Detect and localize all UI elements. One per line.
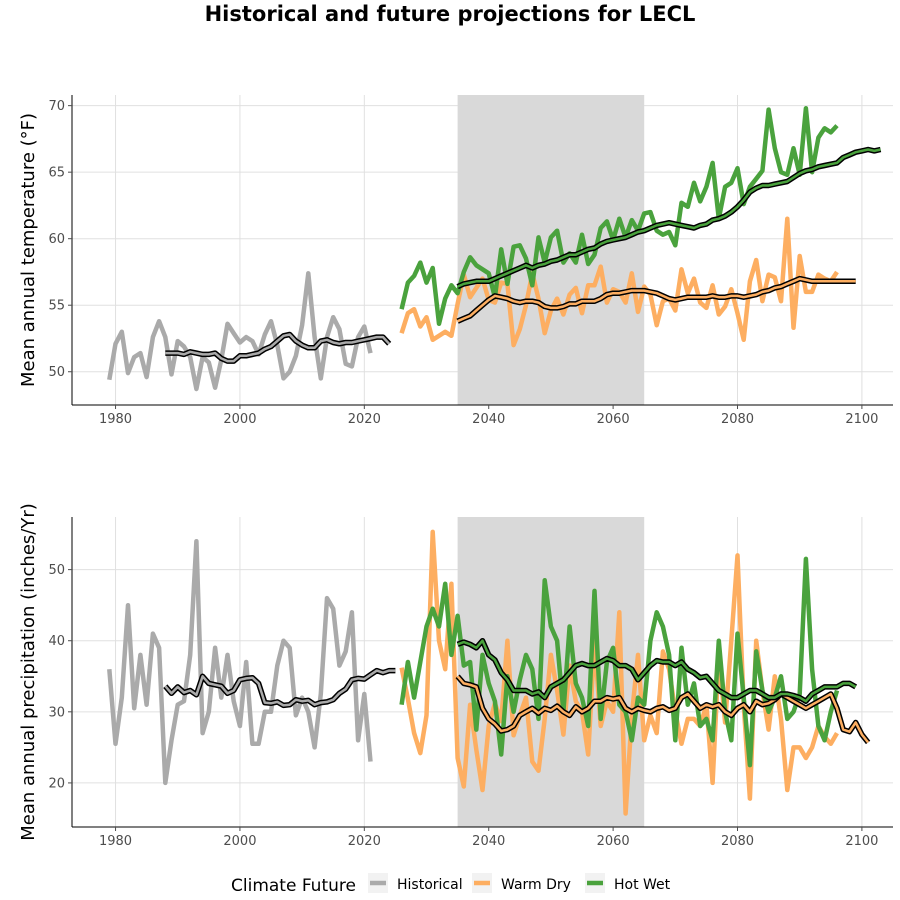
smooth-line-hot-wet-smooth <box>457 148 881 288</box>
legend: Climate Future Historical Warm Dry Hot Wet <box>231 873 671 896</box>
smooth-line-smooth <box>165 333 391 363</box>
legend-title: Climate Future <box>231 876 356 896</box>
smooth-line-hot-wet-smooth <box>457 639 857 703</box>
y-tick-label: 50 <box>48 365 65 380</box>
x-tick-label: 2020 <box>348 412 381 427</box>
y-tick-label: 20 <box>48 776 65 791</box>
y-tick-label: 55 <box>48 299 65 314</box>
shaded-period <box>457 95 645 405</box>
x-tick-label: 2060 <box>597 834 630 849</box>
x-tick-label: 2100 <box>845 834 878 849</box>
y-tick-label: 70 <box>48 99 65 114</box>
legend-label: Historical <box>397 877 463 893</box>
chart-title: Historical and future projections for LE… <box>204 2 696 26</box>
x-tick-label: 2080 <box>721 412 754 427</box>
y-tick-label: 60 <box>48 232 65 247</box>
legend-label: Hot Wet <box>614 877 671 893</box>
legend-label: Warm Dry <box>501 877 571 893</box>
temperature-panel: 1980 2000 2020 2040 2060 2080 2100 50 55 60 65 70 Me… <box>18 95 893 427</box>
smooth-line-warm-dry-smooth <box>456 675 870 744</box>
x-tick-label: 2000 <box>223 412 256 427</box>
x-tick-label: 2060 <box>597 412 630 427</box>
y-tick-label: 30 <box>48 705 65 720</box>
x-tick-label: 2020 <box>348 834 381 849</box>
y-axis-label: Mean annual temperature (°F) <box>18 113 39 387</box>
x-tick-label: 2040 <box>472 412 505 427</box>
x-tick-label: 2000 <box>223 834 256 849</box>
series-line-hot-wet <box>399 106 839 327</box>
y-tick-label: 50 <box>48 563 65 578</box>
legend-items: Historical Warm Dry Hot Wet <box>368 873 671 893</box>
x-tick-label: 2040 <box>472 834 505 849</box>
y-axis-label: Mean annual precipitation (inches/Yr) <box>18 503 39 841</box>
series-line-historical <box>107 538 373 786</box>
x-tick-label: 1980 <box>99 834 132 849</box>
smooth-line-smooth <box>164 669 396 707</box>
smooth-line-warm-dry-smooth <box>457 277 856 323</box>
x-tick-label: 2080 <box>721 834 754 849</box>
x-tick-label: 2100 <box>845 412 878 427</box>
y-tick-label: 40 <box>48 634 65 649</box>
x-tick-label: 1980 <box>99 412 132 427</box>
y-tick-label: 65 <box>48 166 65 181</box>
precipitation-panel: 1980 2000 2020 2040 2060 2080 2100 20 30 40 50 Mean… <box>18 503 893 849</box>
